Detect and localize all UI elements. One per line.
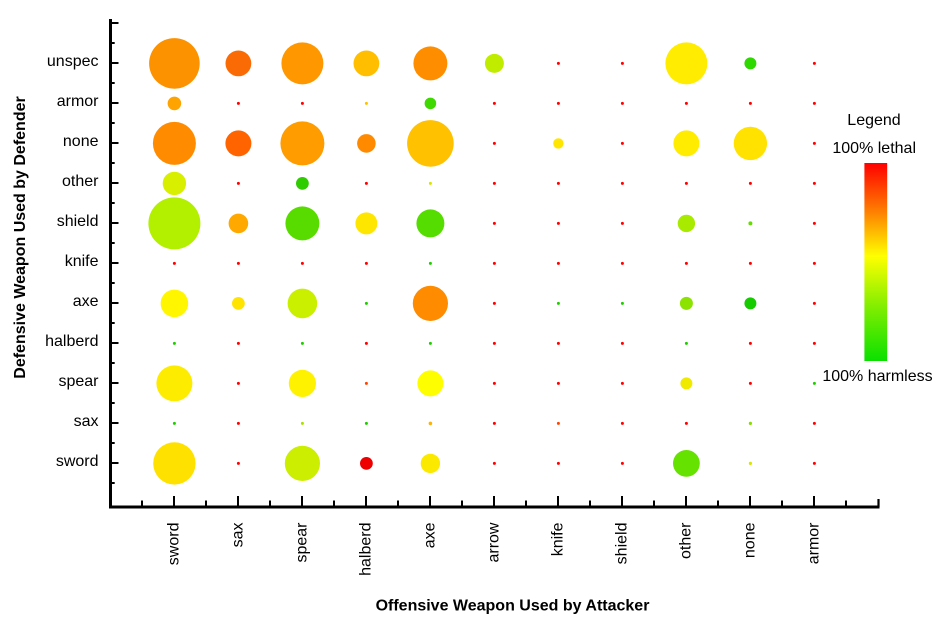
svg-text:axe: axe	[73, 293, 99, 310]
svg-text:armor: armor	[57, 93, 99, 110]
svg-text:sax: sax	[74, 413, 99, 430]
svg-text:arrow: arrow	[486, 522, 503, 562]
svg-text:halberd: halberd	[45, 333, 98, 350]
svg-text:spear: spear	[58, 373, 99, 390]
svg-text:armor: armor	[806, 522, 823, 564]
svg-text:spear: spear	[294, 522, 311, 563]
svg-text:knife: knife	[550, 522, 567, 556]
svg-text:none: none	[63, 133, 99, 150]
svg-text:100% harmless: 100% harmless	[822, 368, 932, 385]
svg-text:halberd: halberd	[358, 523, 375, 576]
svg-text:axe: axe	[422, 522, 439, 548]
svg-text:unspec: unspec	[47, 53, 99, 70]
svg-text:shield: shield	[614, 523, 631, 565]
svg-text:knife: knife	[65, 253, 99, 270]
svg-text:other: other	[62, 173, 99, 190]
svg-text:sword: sword	[56, 453, 99, 470]
svg-text:100% lethal: 100% lethal	[832, 140, 916, 157]
svg-text:sword: sword	[166, 523, 183, 566]
svg-text:none: none	[742, 522, 759, 558]
svg-text:other: other	[678, 522, 695, 559]
svg-text:sax: sax	[230, 523, 247, 548]
svg-text:Legend: Legend	[847, 112, 900, 129]
svg-text:Defensive Weapon Used by Defen: Defensive Weapon Used by Defender	[12, 96, 29, 378]
svg-text:shield: shield	[57, 213, 99, 230]
svg-text:Offensive Weapon Used by Attac: Offensive Weapon Used by Attacker	[376, 598, 650, 615]
